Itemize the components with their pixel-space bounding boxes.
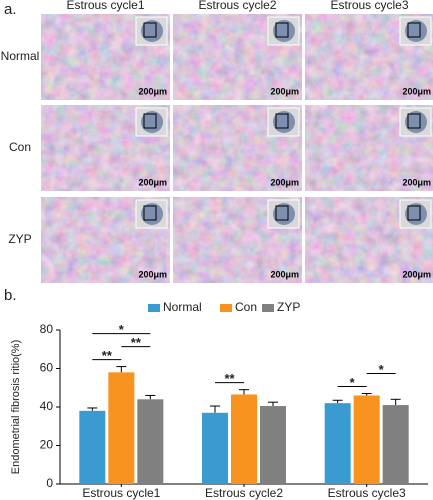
bar (79, 410, 106, 484)
legend-label: Con (235, 300, 257, 314)
legend-label: ZYP (277, 300, 300, 314)
scale-label: 200μm (270, 177, 299, 187)
bar (353, 395, 380, 484)
inset-box (143, 205, 157, 221)
significance-label: ** (102, 348, 113, 363)
y-tick-label: 0 (46, 476, 53, 490)
scale-label: 200μm (270, 269, 299, 279)
legend-label: Normal (163, 300, 202, 314)
significance-label: ** (224, 371, 235, 386)
inset-box (275, 205, 289, 221)
significance-label: ** (131, 335, 142, 350)
row-label: Normal (1, 49, 40, 63)
column-title: Estrous cycle2 (198, 0, 276, 12)
scale-label: 200μm (270, 86, 299, 96)
inset-box (275, 22, 289, 38)
scale-label: 200μm (402, 269, 431, 279)
significance-label: * (379, 362, 385, 377)
row-label: ZYP (8, 232, 31, 246)
significance-label: * (350, 375, 356, 390)
inset-box (407, 113, 421, 129)
inset-box (275, 113, 289, 129)
scale-label: 200μm (402, 177, 431, 187)
bar (108, 372, 135, 484)
x-tick-label: Estrous cycle2 (205, 486, 283, 500)
bar (260, 406, 286, 484)
bar (324, 403, 351, 484)
inset-box (143, 113, 157, 129)
inset-box (143, 22, 157, 38)
legend-swatch (148, 304, 160, 312)
y-axis-label: Endometrial fibrosis ritio(%) (10, 340, 22, 474)
bar (382, 405, 409, 484)
y-tick-label: 60 (40, 361, 54, 375)
bar (137, 399, 164, 484)
x-tick-label: Estrous cycle1 (82, 486, 160, 500)
scale-label: 200μm (138, 86, 167, 96)
y-tick-label: 80 (40, 322, 54, 336)
inset-box (407, 22, 421, 38)
scale-label: 200μm (402, 86, 431, 96)
row-label: Con (9, 140, 31, 154)
x-tick-label: Estrous cycle3 (328, 486, 406, 500)
y-tick-label: 40 (40, 399, 54, 413)
scale-label: 200μm (138, 177, 167, 187)
y-tick-label: 20 (40, 438, 54, 452)
panel-label: a. (4, 1, 17, 18)
significance-label: * (119, 322, 125, 337)
column-title: Estrous cycle3 (330, 0, 408, 12)
legend-swatch (262, 304, 274, 312)
inset-box (407, 205, 421, 221)
panel-label: b. (4, 287, 17, 304)
column-title: Estrous cycle1 (66, 0, 144, 12)
scale-label: 200μm (138, 269, 167, 279)
legend-swatch (220, 304, 232, 312)
bar (202, 412, 228, 484)
bar (231, 394, 257, 484)
